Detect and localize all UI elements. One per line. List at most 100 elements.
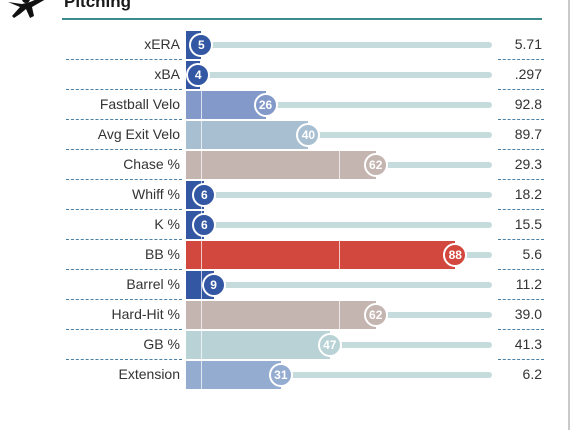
row-divider xyxy=(498,179,544,180)
stat-label: BB % xyxy=(144,246,180,262)
page-title: Pitching xyxy=(64,0,132,11)
percentile-bar xyxy=(186,241,456,269)
stat-row: K % 6 15.5 xyxy=(0,210,576,240)
stat-label: xERA xyxy=(144,36,180,52)
percentile-dot: 31 xyxy=(268,363,293,387)
stat-label: Barrel % xyxy=(126,276,180,292)
row-divider xyxy=(66,119,182,120)
row-divider xyxy=(498,359,544,360)
stat-row: Extension 31 6.2 xyxy=(0,360,576,390)
row-divider xyxy=(66,359,182,360)
percentile-bar xyxy=(186,361,281,389)
row-divider xyxy=(498,149,544,150)
stat-value: 15.5 xyxy=(514,216,542,232)
stat-row: Chase % 62 29.3 xyxy=(0,150,576,180)
row-divider xyxy=(498,329,544,330)
percentile-track xyxy=(186,72,492,78)
stat-row: Fastball Velo 26 92.8 xyxy=(0,90,576,120)
percentile-dot: 4 xyxy=(186,63,211,87)
stat-value: 11.2 xyxy=(515,276,542,292)
reference-line xyxy=(201,151,203,179)
percentile-track xyxy=(186,132,492,138)
percentile-bar xyxy=(186,331,330,359)
percentile-dot: 47 xyxy=(317,333,342,357)
row-divider xyxy=(498,209,544,210)
stat-value: 89.7 xyxy=(514,126,542,142)
stat-label: Hard-Hit % xyxy=(111,306,180,322)
reference-line xyxy=(201,361,203,389)
stat-row: Whiff % 6 18.2 xyxy=(0,180,576,210)
row-divider xyxy=(66,209,182,210)
stat-label: Avg Exit Velo xyxy=(97,126,180,142)
stat-value: .297 xyxy=(514,66,542,82)
percentile-track xyxy=(186,282,492,288)
stat-value: 92.8 xyxy=(514,96,542,112)
pitcher-icon xyxy=(8,0,45,18)
reference-line xyxy=(339,301,340,329)
row-divider xyxy=(498,59,544,60)
row-divider xyxy=(66,89,182,90)
percentile-bar xyxy=(186,301,376,329)
row-divider xyxy=(498,119,544,120)
header-divider xyxy=(62,18,542,20)
percentile-track xyxy=(186,372,492,378)
percentile-dot: 6 xyxy=(192,213,217,237)
row-divider xyxy=(66,329,182,330)
row-divider xyxy=(498,299,544,300)
stat-label: GB % xyxy=(143,336,180,352)
row-divider xyxy=(66,299,182,300)
stat-row: Hard-Hit % 62 39.0 xyxy=(0,300,576,330)
reference-line xyxy=(201,301,203,329)
percentile-track xyxy=(186,222,492,228)
reference-line xyxy=(339,241,340,269)
stat-label: Whiff % xyxy=(132,186,180,202)
percentile-track xyxy=(186,42,492,48)
percentile-dot: 62 xyxy=(363,303,388,327)
stat-row: Barrel % 9 11.2 xyxy=(0,270,576,300)
stat-label: K % xyxy=(154,216,180,232)
stat-value: 5.6 xyxy=(522,246,542,262)
stat-value: 5.71 xyxy=(514,36,542,52)
panel-border xyxy=(568,0,570,430)
stat-row: Avg Exit Velo 40 89.7 xyxy=(0,120,576,150)
stat-row: xBA 4 .297 xyxy=(0,60,576,90)
row-divider xyxy=(66,149,182,150)
reference-line xyxy=(201,241,203,269)
stat-value: 18.2 xyxy=(514,186,542,202)
row-divider xyxy=(66,59,182,60)
percentile-bar xyxy=(186,151,376,179)
stat-row: xERA 5 5.71 xyxy=(0,30,576,60)
reference-line xyxy=(339,151,340,179)
row-divider xyxy=(498,239,544,240)
reference-line xyxy=(201,91,203,119)
row-divider xyxy=(66,179,182,180)
stat-label: Chase % xyxy=(123,156,180,172)
percentile-dot: 26 xyxy=(253,93,278,117)
section-header: Pitching xyxy=(0,0,548,20)
row-divider xyxy=(66,269,182,270)
percentile-track xyxy=(186,192,492,198)
percentile-dot: 62 xyxy=(363,153,388,177)
percentile-bar xyxy=(186,91,266,119)
percentile-track xyxy=(186,102,492,108)
stat-value: 39.0 xyxy=(514,306,542,322)
reference-line xyxy=(201,121,203,149)
percentile-dot: 5 xyxy=(189,33,214,57)
percentile-dot: 6 xyxy=(192,183,217,207)
row-divider xyxy=(66,239,182,240)
row-divider xyxy=(498,269,544,270)
stat-label: Extension xyxy=(118,366,180,382)
percentile-dot: 40 xyxy=(296,123,321,147)
stat-label: xBA xyxy=(154,66,180,82)
stat-label: Fastball Velo xyxy=(99,96,180,112)
percentile-dot: 88 xyxy=(443,243,468,267)
reference-line xyxy=(201,331,203,359)
row-divider xyxy=(498,89,544,90)
stat-row: GB % 47 41.3 xyxy=(0,330,576,360)
percentile-bar xyxy=(186,121,309,149)
stat-value: 29.3 xyxy=(514,156,542,172)
stat-row: BB % 88 5.6 xyxy=(0,240,576,270)
stat-value: 41.3 xyxy=(514,336,542,352)
stat-value: 6.2 xyxy=(522,366,542,382)
percentile-dot: 9 xyxy=(201,273,226,297)
